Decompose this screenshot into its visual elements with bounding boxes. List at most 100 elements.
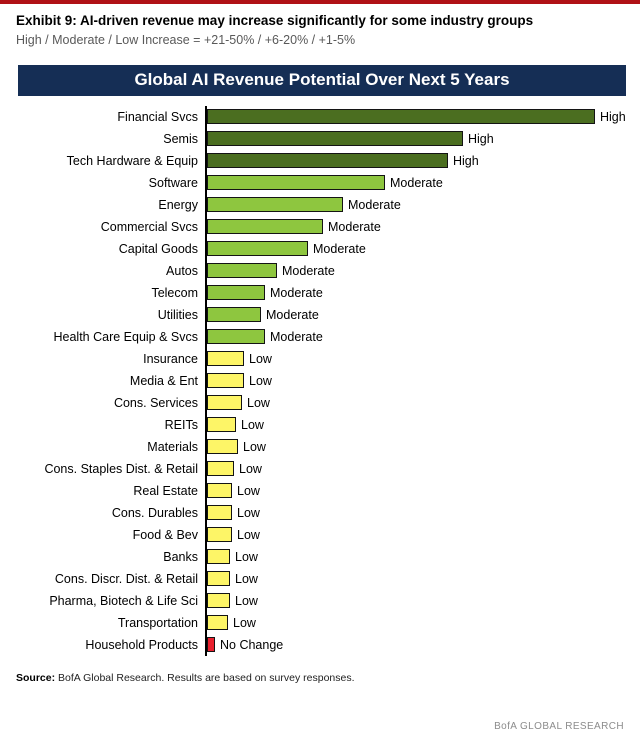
chart-row: Cons. Staples Dist. & Retail Low (10, 457, 640, 480)
chart-row: Autos Moderate (10, 259, 640, 282)
rating-label: Moderate (348, 197, 401, 212)
chart-row: Telecom Moderate (10, 281, 640, 304)
rating-label: Low (235, 593, 258, 608)
rating-label: High (600, 109, 626, 124)
chart-row: Transportation Low (10, 611, 640, 634)
top-red-rule (0, 0, 640, 4)
rating-label: Moderate (390, 175, 443, 190)
category-label: Banks (163, 549, 198, 564)
rating-label: Moderate (270, 285, 323, 300)
bar (207, 637, 215, 653)
bar (207, 197, 343, 213)
rating-label: No Change (220, 637, 284, 652)
chart-row: Energy Moderate (10, 193, 640, 216)
bar (207, 307, 261, 323)
category-label: Tech Hardware & Equip (66, 153, 198, 168)
exhibit-label: Exhibit 9: (16, 13, 77, 28)
bar-area: Moderate (205, 303, 640, 326)
category-label: Cons. Discr. Dist. & Retail (54, 571, 198, 586)
category-label: Cons. Durables (111, 505, 198, 520)
category-label: Pharma, Biotech & Life Sci (49, 593, 198, 608)
rating-label: High (453, 153, 479, 168)
bar (207, 615, 228, 631)
chart-row: Insurance Low (10, 347, 640, 370)
rating-label: Moderate (282, 263, 335, 278)
category-label: Financial Svcs (117, 109, 198, 124)
category-label: Transportation (117, 615, 198, 630)
bar (207, 219, 323, 235)
category-label: Real Estate (133, 483, 198, 498)
bar-area: Low (205, 369, 640, 392)
bar (207, 461, 234, 477)
rating-label: Moderate (313, 241, 366, 256)
chart-row: Real Estate Low (10, 479, 640, 502)
bar-area: No Change (205, 633, 640, 656)
category-label: Autos (166, 263, 198, 278)
chart-row: Banks Low (10, 545, 640, 568)
bar-area: Low (205, 589, 640, 612)
rating-label: Low (241, 417, 264, 432)
bar (207, 593, 230, 609)
chart-row: Materials Low (10, 435, 640, 458)
category-label: Cons. Staples Dist. & Retail (44, 461, 198, 476)
bar-area: Low (205, 479, 640, 502)
bar (207, 131, 463, 147)
rating-label: Low (237, 505, 260, 520)
bar-chart: Financial Svcs High Semis High Tech Hardware… (10, 105, 640, 656)
chart-row: Cons. Services Low (10, 391, 640, 414)
category-label: Household Products (85, 637, 198, 652)
chart-row: Utilities Moderate (10, 303, 640, 326)
source-line: Source: BofA Global Research. Results ar… (16, 672, 640, 684)
bar (207, 549, 230, 565)
bar-area: Low (205, 567, 640, 590)
rating-label: Low (243, 439, 266, 454)
rating-label: Moderate (328, 219, 381, 234)
bar-area: Moderate (205, 171, 640, 194)
category-label: Capital Goods (118, 241, 198, 256)
rating-label: Low (247, 395, 270, 410)
category-label: Media & Ent (129, 373, 198, 388)
bar (207, 373, 244, 389)
bar-area: High (205, 105, 640, 128)
category-label: Cons. Services (113, 395, 198, 410)
bar-area: Low (205, 413, 640, 436)
chart-row: Media & Ent Low (10, 369, 640, 392)
exhibit-title: Exhibit 9: AI-driven revenue may increas… (16, 13, 624, 30)
category-label: Semis (163, 131, 198, 146)
bar-area: Moderate (205, 259, 640, 282)
rating-label: High (468, 131, 494, 146)
chart-title-banner: Global AI Revenue Potential Over Next 5 … (18, 64, 626, 96)
chart-row: Capital Goods Moderate (10, 237, 640, 260)
chart-row: Food & Bev Low (10, 523, 640, 546)
category-label: Software (148, 175, 198, 190)
bar-area: Moderate (205, 325, 640, 348)
chart-row: Cons. Durables Low (10, 501, 640, 524)
chart-title: Global AI Revenue Potential Over Next 5 … (134, 69, 510, 89)
rating-label: Low (249, 373, 272, 388)
category-label: Utilities (157, 307, 198, 322)
bar-area: Low (205, 391, 640, 414)
category-label: Commercial Svcs (100, 219, 198, 234)
category-label: Energy (158, 197, 198, 212)
chart-rows: Financial Svcs High Semis High Tech Hardware… (10, 105, 640, 656)
bar (207, 241, 308, 257)
category-label: REITs (164, 417, 198, 432)
bar (207, 285, 265, 301)
bar-area: Moderate (205, 215, 640, 238)
bar-area: Low (205, 457, 640, 480)
bar-area: High (205, 127, 640, 150)
bar (207, 439, 238, 455)
chart-row: Health Care Equip & Svcs Moderate (10, 325, 640, 348)
chart-row: Tech Hardware & Equip High (10, 149, 640, 172)
bar (207, 483, 232, 499)
brand-mark: BofA GLOBAL RESEARCH (494, 721, 624, 732)
rating-label: Moderate (270, 329, 323, 344)
bar (207, 109, 595, 125)
exhibit-title-text: AI-driven revenue may increase significa… (80, 13, 534, 28)
chart-row: REITs Low (10, 413, 640, 436)
bar (207, 175, 385, 191)
category-label: Food & Bev (132, 527, 198, 542)
chart-row: Commercial Svcs Moderate (10, 215, 640, 238)
bar-area: Low (205, 611, 640, 634)
bar-area: Low (205, 523, 640, 546)
